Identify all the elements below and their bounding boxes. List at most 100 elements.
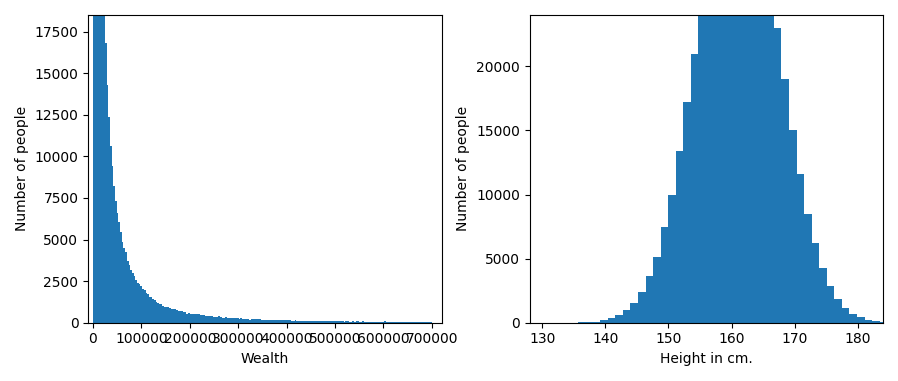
Bar [256, 319, 258, 323]
Bar [266, 320, 268, 323]
Bar [721, 0, 728, 323]
Bar [189, 314, 191, 323]
Bar [359, 322, 361, 323]
Bar [193, 314, 195, 323]
Bar [850, 314, 857, 323]
Bar [198, 314, 199, 323]
Bar [183, 312, 184, 323]
Bar [258, 319, 259, 323]
Bar [239, 319, 241, 323]
Bar [251, 319, 252, 323]
Bar [834, 299, 842, 323]
Bar [676, 151, 683, 323]
Bar [103, 0, 105, 323]
Bar [615, 315, 623, 323]
Bar [744, 0, 752, 323]
Bar [766, 0, 774, 323]
Bar [295, 320, 296, 323]
Bar [865, 320, 872, 323]
Bar [149, 297, 151, 323]
Bar [842, 308, 850, 323]
Bar [330, 321, 332, 323]
Bar [388, 322, 390, 323]
Bar [356, 322, 357, 323]
Bar [288, 320, 289, 323]
Bar [315, 321, 317, 323]
Bar [128, 264, 130, 323]
Bar [207, 316, 208, 323]
Bar [683, 102, 691, 323]
Bar [425, 322, 427, 323]
Bar [364, 322, 365, 323]
Bar [304, 320, 306, 323]
Bar [310, 321, 312, 323]
Bar [381, 322, 383, 323]
Bar [233, 318, 235, 323]
Bar [630, 303, 638, 323]
Bar [279, 320, 281, 323]
Y-axis label: Number of people: Number of people [15, 106, 29, 231]
Bar [804, 214, 812, 323]
Bar [608, 319, 615, 323]
Bar [789, 130, 797, 323]
Bar [269, 320, 271, 323]
Bar [124, 248, 125, 323]
Bar [714, 0, 721, 323]
Bar [379, 322, 381, 323]
Bar [317, 321, 318, 323]
Bar [400, 322, 401, 323]
Bar [346, 321, 348, 323]
Bar [285, 320, 286, 323]
Bar [759, 0, 766, 323]
Bar [171, 309, 172, 323]
Bar [394, 322, 396, 323]
Bar [130, 270, 132, 323]
Bar [373, 322, 374, 323]
Bar [887, 322, 894, 323]
Bar [188, 313, 189, 323]
Bar [312, 321, 313, 323]
Bar [430, 322, 432, 323]
Bar [178, 311, 180, 323]
Bar [247, 319, 249, 323]
Bar [154, 300, 155, 323]
Bar [268, 320, 269, 323]
Bar [352, 322, 354, 323]
Bar [169, 308, 171, 323]
Bar [161, 304, 163, 323]
Bar [646, 275, 653, 323]
Bar [337, 322, 339, 323]
Bar [140, 286, 142, 323]
Bar [107, 85, 109, 323]
Bar [827, 286, 834, 323]
Bar [691, 53, 699, 323]
Bar [254, 319, 256, 323]
Bar [203, 315, 205, 323]
Bar [320, 321, 321, 323]
Bar [96, 0, 98, 323]
Bar [401, 322, 403, 323]
Bar [127, 261, 128, 323]
Bar [197, 314, 198, 323]
Bar [407, 322, 408, 323]
Bar [371, 322, 373, 323]
Bar [781, 79, 789, 323]
Bar [142, 289, 144, 323]
Bar [264, 320, 266, 323]
Bar [418, 322, 420, 323]
Bar [201, 315, 203, 323]
Bar [390, 322, 392, 323]
Bar [428, 322, 430, 323]
Bar [220, 317, 222, 323]
Bar [120, 232, 122, 323]
Bar [396, 322, 398, 323]
Bar [125, 253, 127, 323]
Bar [227, 318, 228, 323]
Bar [214, 317, 215, 323]
Bar [600, 320, 608, 323]
Bar [151, 297, 153, 323]
Bar [408, 322, 409, 323]
Bar [260, 320, 262, 323]
Bar [281, 320, 283, 323]
Bar [819, 268, 827, 323]
